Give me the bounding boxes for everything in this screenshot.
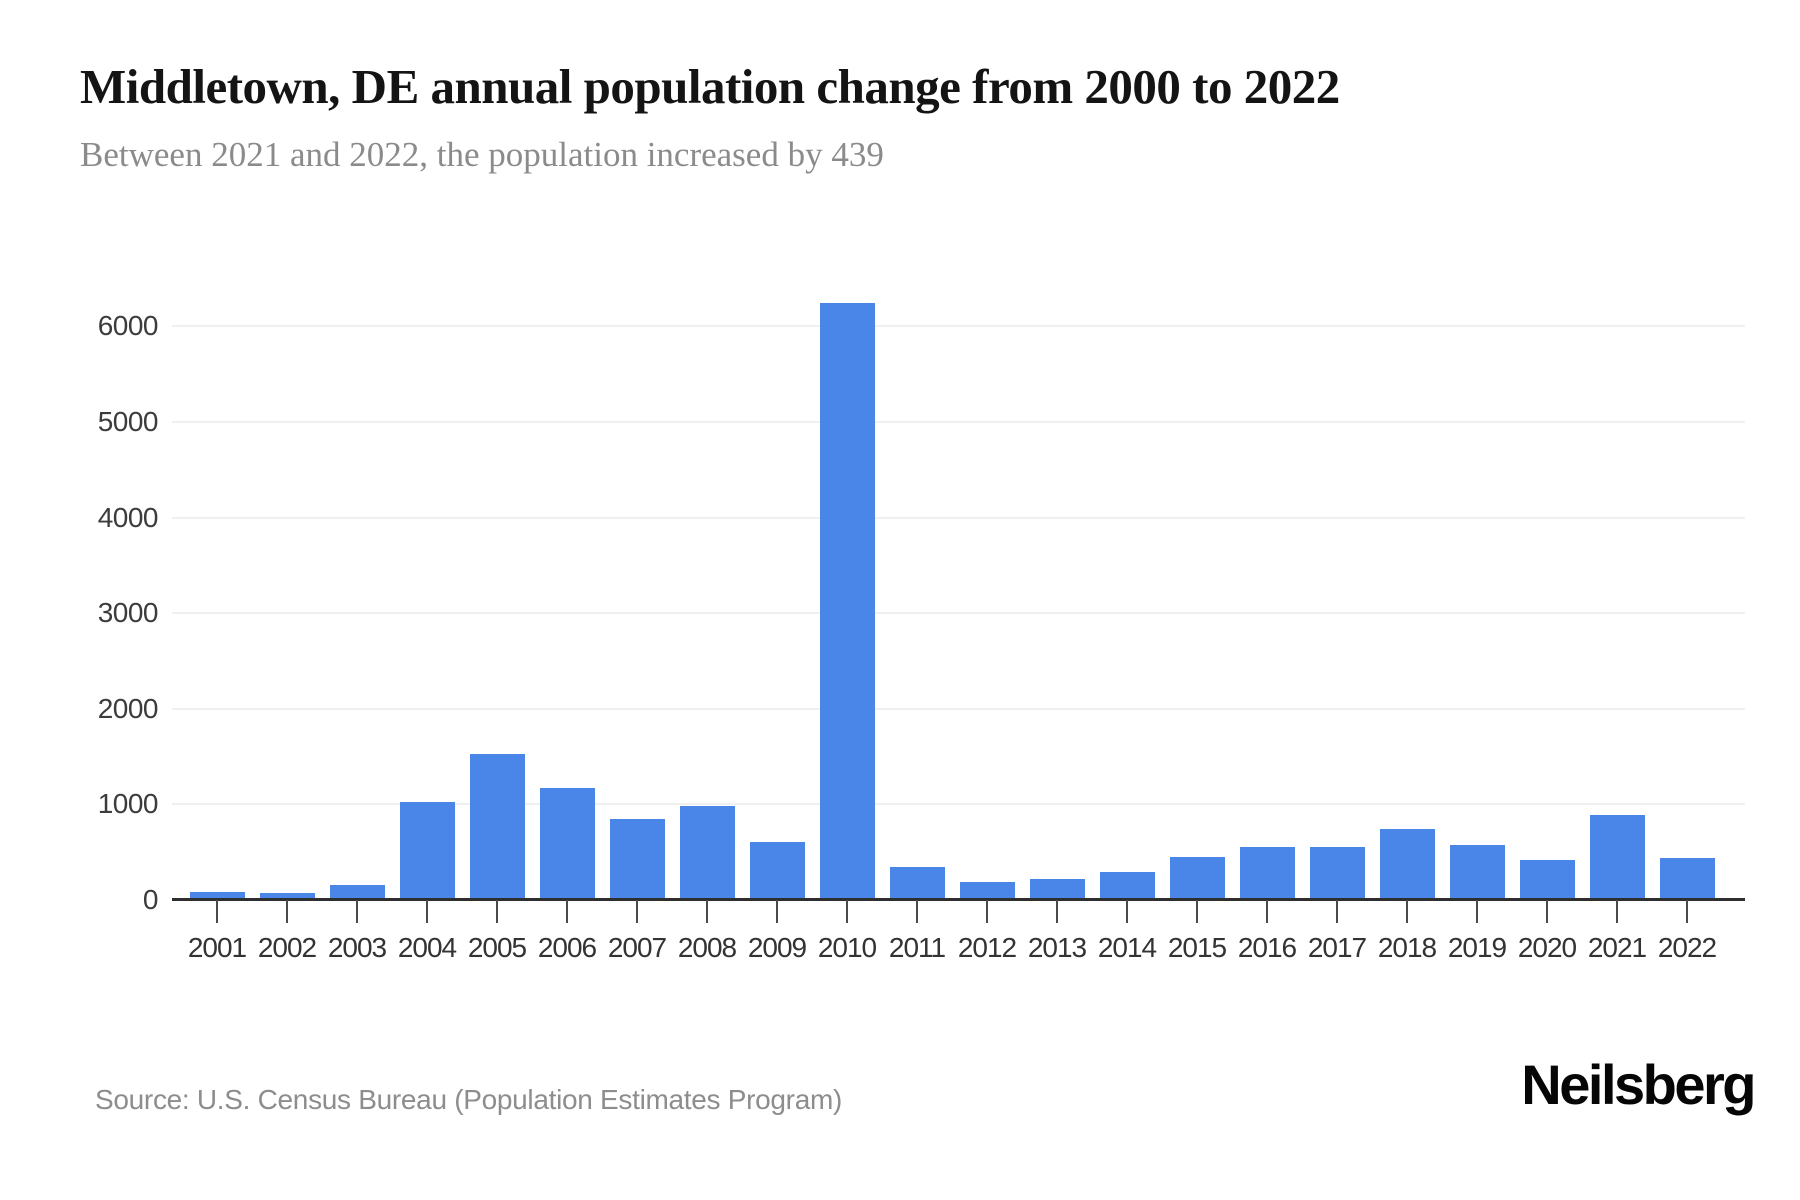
bar-2008[interactable]: [679, 806, 735, 900]
y-tick-label: 5000: [97, 406, 159, 437]
x-tick-label: 2018: [1377, 932, 1437, 963]
x-tick-mark: [706, 900, 708, 923]
x-tick-mark: [1126, 900, 1128, 923]
gridline-6000: [172, 325, 1745, 328]
x-tick-mark: [426, 900, 428, 923]
x-tick-mark: [1546, 900, 1548, 923]
bar-2013[interactable]: [1029, 878, 1085, 900]
x-tick-label: 2010: [817, 932, 877, 963]
bar-2019[interactable]: [1449, 845, 1505, 900]
x-axis-line: [172, 898, 1745, 901]
x-tick-label: 2019: [1447, 932, 1507, 963]
gridline-2000: [172, 707, 1745, 710]
x-tick-mark: [1196, 900, 1198, 923]
bar-2001[interactable]: [189, 891, 245, 900]
brand-logo: Neilsberg: [1521, 1053, 1756, 1116]
bar-chart-plot-area: 0 1000 2000 3000 4000 5000 6000 2001 2002 2003 200…: [98, 250, 1745, 963]
x-tick-mark: [846, 900, 848, 923]
y-tick-label: 1000: [97, 788, 159, 820]
bar-2010[interactable]: [819, 302, 875, 900]
bar-2002[interactable]: [259, 892, 315, 900]
y-tick-label: 6000: [97, 310, 159, 342]
x-tick-mark: [1336, 900, 1338, 923]
bar-2007[interactable]: [609, 819, 665, 900]
x-tick-label: 2006: [537, 932, 597, 963]
gridline-3000: [172, 612, 1745, 615]
x-tick-label: 2013: [1027, 932, 1087, 963]
bar-2017[interactable]: [1309, 847, 1365, 900]
bar-2014[interactable]: [1099, 871, 1155, 900]
gridline-4000: [172, 516, 1745, 519]
x-tick-mark: [1266, 900, 1268, 923]
bar-2009[interactable]: [749, 841, 805, 900]
bar-2003[interactable]: [329, 884, 385, 900]
bar-2004[interactable]: [399, 801, 455, 900]
bar-2006[interactable]: [539, 788, 595, 900]
x-tick-mark: [356, 900, 358, 923]
bar-2021[interactable]: [1589, 815, 1645, 900]
bar-2016[interactable]: [1239, 847, 1295, 900]
bar-2020[interactable]: [1519, 859, 1575, 900]
x-tick-label: 2001: [187, 932, 247, 963]
x-tick-label: 2004: [397, 932, 457, 963]
source-text: Source: U.S. Census Bureau (Population E…: [95, 1084, 843, 1115]
gridline-1000: [172, 803, 1745, 806]
bar-2011[interactable]: [889, 867, 945, 900]
x-tick-mark: [1406, 900, 1408, 923]
bar-2022[interactable]: [1659, 858, 1715, 900]
x-tick-mark: [776, 900, 778, 923]
x-tick-mark: [916, 900, 918, 923]
bar-2012[interactable]: [959, 881, 1015, 900]
y-tick-label: 0: [142, 884, 159, 915]
x-tick-mark: [216, 900, 218, 923]
x-tick-mark: [1686, 900, 1688, 923]
x-tick-label: 2011: [888, 932, 946, 963]
x-tick-label: 2008: [677, 932, 737, 963]
x-tick-label: 2021: [1587, 932, 1647, 963]
page-title: Middletown, DE annual population change …: [80, 59, 1340, 114]
bar-2005[interactable]: [469, 753, 525, 900]
x-tick-label: 2014: [1097, 932, 1157, 963]
y-tick-label: 3000: [97, 597, 159, 629]
x-tick-label: 2015: [1167, 932, 1227, 963]
y-tick-label: 2000: [97, 692, 159, 724]
x-tick-label: 2002: [257, 932, 317, 963]
x-tick-label: 2022: [1657, 932, 1717, 963]
x-tick-mark: [286, 900, 288, 923]
x-tick-label: 2003: [327, 932, 387, 963]
x-tick-mark: [1616, 900, 1618, 923]
gridline-5000: [172, 421, 1745, 423]
x-tick-mark: [496, 900, 498, 923]
x-tick-mark: [566, 900, 568, 923]
x-tick-label: 2017: [1307, 932, 1367, 963]
x-tick-label: 2009: [747, 932, 807, 963]
x-tick-label: 2020: [1517, 932, 1577, 963]
x-tick-mark: [986, 900, 988, 923]
page-subtitle: Between 2021 and 2022, the population in…: [80, 135, 884, 174]
y-tick-label: 4000: [97, 501, 159, 533]
x-tick-label: 2016: [1237, 932, 1297, 963]
bar-2015[interactable]: [1169, 856, 1225, 900]
x-tick-mark: [1056, 900, 1058, 923]
x-tick-label: 2007: [607, 932, 667, 963]
x-tick-mark: [1476, 900, 1478, 923]
x-tick-mark: [636, 900, 638, 923]
bar-2018[interactable]: [1379, 829, 1435, 900]
x-tick-label: 2012: [957, 932, 1017, 963]
x-tick-label: 2005: [467, 932, 527, 963]
